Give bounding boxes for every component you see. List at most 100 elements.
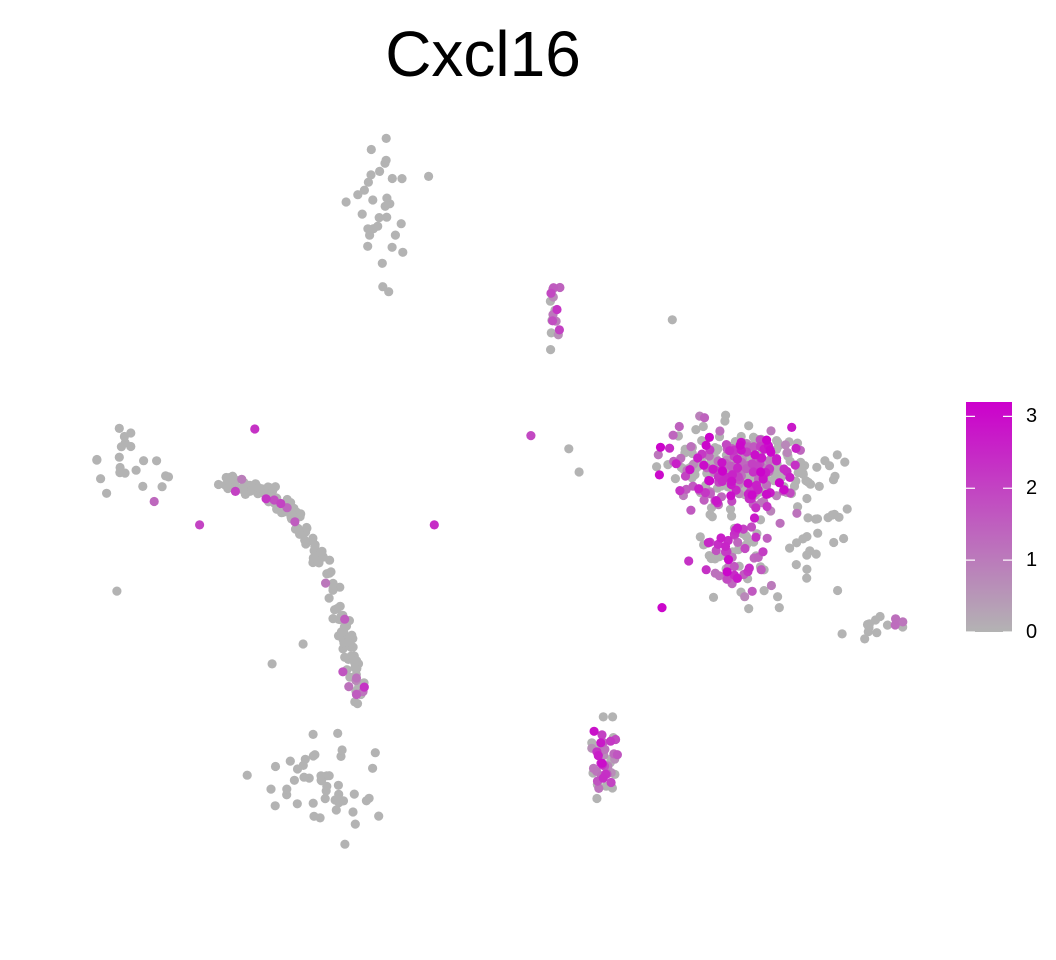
cell-point bbox=[890, 620, 900, 630]
cell-point bbox=[116, 442, 126, 452]
cell-point bbox=[872, 628, 882, 638]
cell-point bbox=[802, 573, 812, 583]
cell-point bbox=[363, 224, 373, 234]
cell-point bbox=[740, 592, 750, 602]
cell-point bbox=[374, 213, 384, 223]
cell-point bbox=[366, 144, 376, 155]
cell-point bbox=[813, 528, 823, 538]
cell-point bbox=[671, 459, 681, 469]
cell-point bbox=[828, 475, 839, 485]
cell-point bbox=[328, 614, 338, 624]
cell-point bbox=[340, 839, 350, 849]
cell-point bbox=[250, 424, 260, 434]
cell-point bbox=[898, 617, 908, 627]
cell-point bbox=[254, 483, 264, 493]
cell-point bbox=[704, 551, 714, 561]
cell-point bbox=[762, 533, 772, 543]
cell-point bbox=[322, 781, 332, 791]
cell-point bbox=[775, 518, 785, 528]
cell-point bbox=[740, 543, 750, 554]
cell-point bbox=[308, 729, 318, 740]
cell-point bbox=[792, 508, 802, 518]
cell-point bbox=[782, 447, 793, 458]
cell-point bbox=[589, 726, 599, 736]
cell-point bbox=[96, 474, 106, 484]
cell-point bbox=[608, 712, 618, 722]
cell-point bbox=[791, 443, 801, 453]
cell-point bbox=[612, 750, 623, 760]
cell-point bbox=[744, 421, 754, 431]
cell-point bbox=[228, 471, 238, 481]
cell-point bbox=[802, 550, 812, 560]
cell-point bbox=[774, 441, 784, 451]
cell-point bbox=[378, 282, 388, 292]
cell-point bbox=[811, 549, 821, 559]
cell-point bbox=[699, 460, 709, 470]
cell-point bbox=[725, 446, 735, 456]
cell-point bbox=[102, 488, 112, 498]
cell-point bbox=[839, 533, 849, 544]
cell-point bbox=[665, 443, 675, 453]
cell-point bbox=[600, 744, 610, 755]
cell-point bbox=[377, 258, 387, 268]
cell-point bbox=[341, 197, 351, 207]
cell-point bbox=[350, 819, 360, 829]
colorbar-gradient bbox=[966, 402, 1012, 632]
colorbar-tick-label: 2 bbox=[1026, 477, 1038, 500]
cell-point bbox=[131, 465, 141, 475]
cell-point bbox=[685, 465, 695, 475]
cell-point bbox=[791, 560, 801, 570]
cell-point bbox=[114, 452, 124, 462]
cell-point bbox=[657, 603, 667, 613]
cell-point bbox=[686, 505, 696, 515]
cell-point bbox=[370, 748, 380, 758]
cell-point bbox=[292, 764, 303, 774]
cell-point bbox=[749, 442, 759, 452]
cell-point bbox=[387, 242, 397, 252]
cell-point bbox=[267, 659, 277, 669]
cell-point bbox=[338, 667, 348, 677]
cell-point bbox=[324, 593, 334, 603]
cell-point bbox=[387, 173, 397, 184]
cell-point bbox=[382, 193, 392, 203]
cell-point bbox=[717, 466, 728, 476]
cell-point bbox=[837, 629, 847, 639]
cell-point bbox=[120, 468, 130, 478]
cell-point bbox=[548, 316, 558, 326]
cell-point bbox=[324, 771, 334, 781]
cell-point bbox=[840, 457, 850, 467]
cell-point bbox=[152, 456, 162, 466]
cell-point bbox=[382, 212, 392, 222]
cell-point bbox=[138, 481, 148, 491]
cell-point bbox=[774, 603, 784, 613]
cell-point bbox=[380, 201, 390, 211]
cell-point bbox=[711, 496, 721, 506]
cell-point bbox=[675, 486, 685, 496]
cell-point bbox=[785, 543, 795, 553]
cell-point bbox=[606, 777, 616, 788]
cell-point bbox=[564, 444, 574, 454]
cell-point bbox=[352, 656, 362, 666]
cell-point bbox=[242, 770, 252, 780]
cell-point bbox=[773, 592, 783, 602]
cell-point bbox=[725, 504, 736, 514]
colorbar bbox=[966, 402, 1012, 633]
cell-point bbox=[780, 440, 791, 450]
cell-point bbox=[653, 450, 663, 460]
cell-point bbox=[733, 463, 743, 473]
cell-point bbox=[680, 471, 691, 481]
colorbar-tick-label: 1 bbox=[1026, 549, 1038, 572]
cell-point bbox=[375, 166, 385, 176]
cell-point bbox=[723, 555, 734, 565]
cell-point bbox=[348, 807, 358, 817]
cell-point bbox=[261, 494, 271, 504]
cell-point bbox=[343, 637, 353, 648]
cell-point bbox=[112, 586, 122, 596]
cell-point bbox=[722, 574, 732, 584]
cell-point bbox=[811, 514, 821, 524]
cell-point bbox=[654, 470, 665, 480]
cell-point bbox=[316, 771, 326, 781]
cell-point bbox=[374, 811, 384, 821]
cell-point bbox=[733, 537, 743, 548]
cell-point bbox=[270, 801, 280, 811]
